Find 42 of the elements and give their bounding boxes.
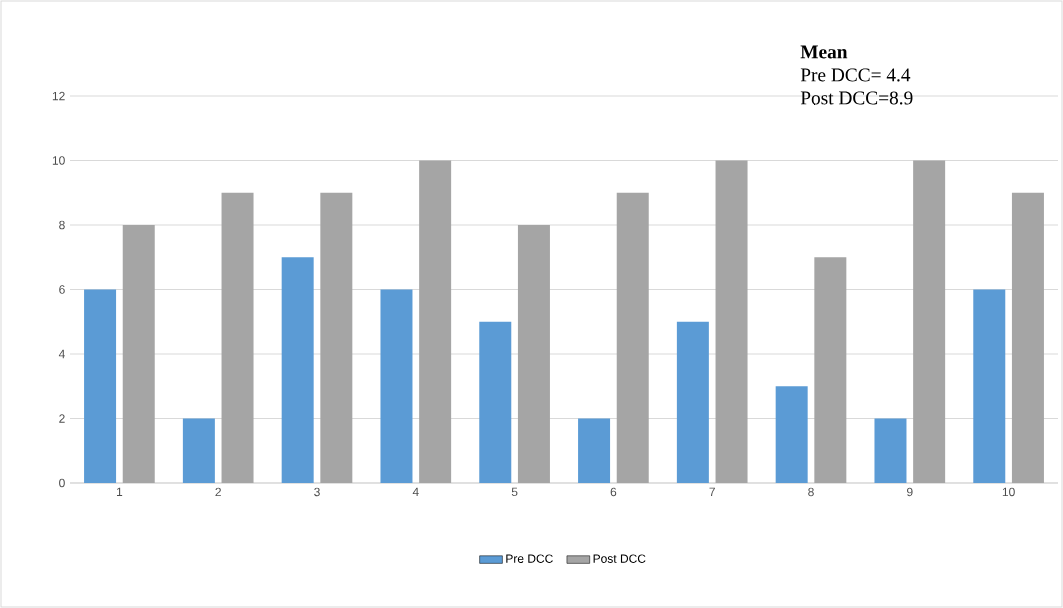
y-tick-label: 4 [58, 349, 65, 359]
y-tick-label: 12 [52, 91, 65, 101]
bar [874, 418, 907, 483]
bar [517, 225, 550, 483]
bar [616, 192, 649, 483]
legend-label: Post DCC [593, 554, 646, 563]
bar [715, 160, 748, 483]
bar [380, 289, 413, 483]
text: Mean [800, 45, 848, 59]
legend-label: Pre DCC [506, 554, 553, 563]
x-tick-label: 2 [215, 487, 221, 497]
bar [578, 418, 611, 483]
annotation: Post DCC=8.9 [800, 91, 913, 105]
y-tick-label: 10 [52, 156, 65, 165]
x-tick-label: 6 [610, 487, 617, 497]
bar [775, 386, 808, 483]
y-tick-label: 2 [59, 414, 65, 423]
bar [676, 321, 709, 483]
bar [973, 289, 1006, 483]
x-tick-label: 5 [511, 487, 518, 497]
y-tick-label: 8 [59, 220, 65, 230]
bar [221, 192, 254, 483]
bar [281, 257, 314, 483]
x-tick-label: 1 [116, 487, 123, 496]
bar [1011, 192, 1044, 483]
text: Pre DCC= 4.4 [800, 68, 911, 82]
y-tick-label: 6 [59, 285, 65, 294]
bar [122, 225, 155, 483]
bar [479, 321, 512, 483]
bar [419, 160, 452, 483]
bar [913, 160, 946, 483]
bar [320, 192, 353, 483]
x-tick-label: 9 [907, 487, 913, 497]
bar [182, 418, 215, 483]
x-tick-label: 8 [808, 487, 814, 497]
x-tick-label: 3 [314, 487, 320, 497]
bar [84, 289, 117, 483]
y-tick-label: 0 [59, 478, 65, 488]
x-tick-label: 7 [709, 487, 715, 496]
x-tick-label: 10 [1002, 487, 1015, 497]
bar [814, 257, 847, 483]
x-tick-label: 4 [412, 487, 419, 496]
